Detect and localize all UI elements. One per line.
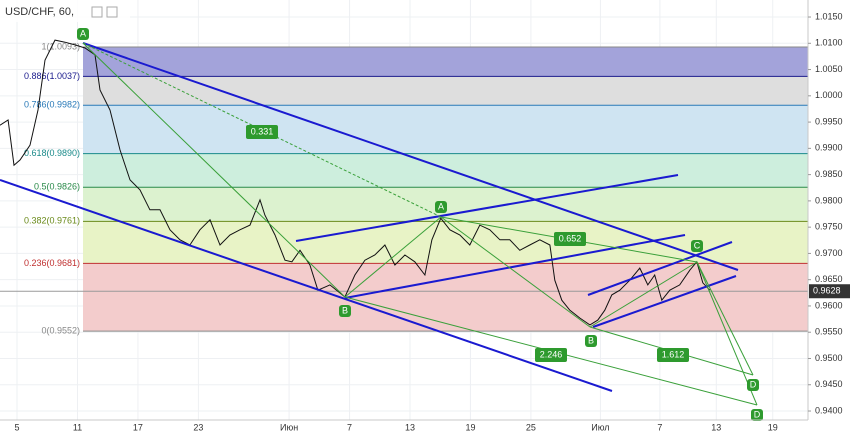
x-tick-label: 13 bbox=[405, 422, 415, 432]
y-tick-label: 0.9700 bbox=[815, 248, 843, 258]
y-tick-label: 0.9650 bbox=[815, 274, 843, 284]
pattern-line bbox=[589, 261, 698, 328]
price-line bbox=[0, 39, 711, 326]
ratio-label: 1.612 bbox=[662, 349, 685, 359]
pattern-label: D bbox=[750, 379, 757, 389]
ratio-label: 2.246 bbox=[540, 349, 563, 359]
ratio-box: 0.652 bbox=[554, 232, 586, 246]
pattern-label: A bbox=[438, 201, 444, 211]
x-tick-label: 7 bbox=[347, 422, 352, 432]
fib-band bbox=[83, 153, 808, 188]
x-tick-label: 17 bbox=[133, 422, 143, 432]
fib-label: 0.786(0.9982) bbox=[24, 100, 80, 110]
x-tick-label: Июн bbox=[280, 422, 298, 432]
pattern-point: C bbox=[691, 240, 703, 252]
y-tick-label: 0.9450 bbox=[815, 379, 843, 389]
x-tick-label: 7 bbox=[657, 422, 662, 432]
y-tick-label: 0.9500 bbox=[815, 353, 843, 363]
pattern-label: A bbox=[80, 28, 86, 38]
fib-label: 0(0.9552) bbox=[41, 326, 80, 336]
y-tick-label: 1.0000 bbox=[815, 90, 843, 100]
y-tick-label: 0.9600 bbox=[815, 300, 843, 310]
fib-band bbox=[83, 76, 808, 106]
last-price-box bbox=[809, 284, 850, 299]
pattern-point: D bbox=[751, 409, 763, 421]
pattern-line bbox=[82, 42, 442, 218]
chart-title: USD/CHF, 60, bbox=[5, 6, 74, 18]
settings-icon[interactable] bbox=[106, 6, 118, 18]
ratio-label: 0.331 bbox=[251, 126, 274, 136]
ratio-box: 1.612 bbox=[657, 348, 689, 362]
trend-line bbox=[82, 42, 739, 271]
x-tick-label: 5 bbox=[15, 422, 20, 432]
pattern-line bbox=[440, 216, 591, 328]
y-tick-label: 0.9750 bbox=[815, 222, 843, 232]
pattern-point: D bbox=[747, 379, 759, 391]
x-tick-label: 19 bbox=[465, 422, 475, 432]
x-tick-label: 25 bbox=[526, 422, 536, 432]
fib-label: 0.618(0.9890) bbox=[24, 148, 80, 158]
ratio-box: 2.246 bbox=[535, 348, 567, 362]
pattern-label: D bbox=[754, 409, 761, 419]
y-tick-label: 1.0100 bbox=[815, 38, 843, 48]
y-tick-label: 0.9900 bbox=[815, 143, 843, 153]
y-tick-label: 0.9550 bbox=[815, 327, 843, 337]
y-tick-label: 0.9400 bbox=[815, 405, 843, 415]
fib-label: 0.382(0.9761) bbox=[24, 216, 80, 226]
pattern-point: A bbox=[77, 28, 89, 40]
pattern-label: B bbox=[588, 335, 594, 345]
trend-line bbox=[344, 234, 686, 299]
x-tick-label: 13 bbox=[711, 422, 721, 432]
y-tick-label: 0.9950 bbox=[815, 116, 843, 126]
pattern-label: B bbox=[342, 305, 348, 315]
pattern-line bbox=[82, 42, 346, 298]
x-tick-label: 19 bbox=[768, 422, 778, 432]
trend-line bbox=[295, 174, 679, 242]
trend-line bbox=[587, 241, 733, 296]
fib-band bbox=[83, 221, 808, 264]
trend-lines bbox=[0, 42, 739, 392]
ratio-label: 0.652 bbox=[559, 233, 582, 243]
fib-label: 0.236(0.9681) bbox=[24, 258, 80, 268]
pattern-line bbox=[696, 261, 754, 376]
y-tick-label: 0.9800 bbox=[815, 195, 843, 205]
trend-line bbox=[592, 275, 737, 328]
x-tick-label: 11 bbox=[73, 422, 82, 432]
eye-icon[interactable] bbox=[91, 6, 103, 18]
y-tick-label: 0.9850 bbox=[815, 169, 843, 179]
pattern-point: B bbox=[339, 305, 351, 317]
x-tick-label: 23 bbox=[193, 422, 203, 432]
pattern-line bbox=[344, 216, 442, 298]
ratio-box: 0.331 bbox=[246, 125, 278, 139]
fib-label: 1(1.0093) bbox=[41, 41, 80, 51]
fib-band bbox=[83, 46, 808, 77]
fib-label: 0.5(0.9826) bbox=[34, 182, 80, 192]
fib-band bbox=[83, 263, 808, 332]
pattern-point: B bbox=[585, 335, 597, 347]
x-tick-label: Июл bbox=[591, 422, 609, 432]
pattern-line bbox=[696, 261, 758, 406]
fib-label: 0.886(1.0037) bbox=[24, 71, 80, 81]
y-tick-label: 1.0150 bbox=[815, 11, 843, 21]
y-tick-label: 1.0050 bbox=[815, 64, 843, 74]
last-price-label: 0.9628 bbox=[813, 286, 841, 296]
trend-line bbox=[0, 179, 613, 392]
pattern-label: C bbox=[694, 240, 701, 250]
chart-layer: 1(1.0093) 0.886(1.0037) 0.786(0.9982) 0.618… bbox=[0, 0, 808, 420]
fib-band bbox=[83, 105, 808, 154]
pattern-point: A bbox=[435, 201, 447, 213]
